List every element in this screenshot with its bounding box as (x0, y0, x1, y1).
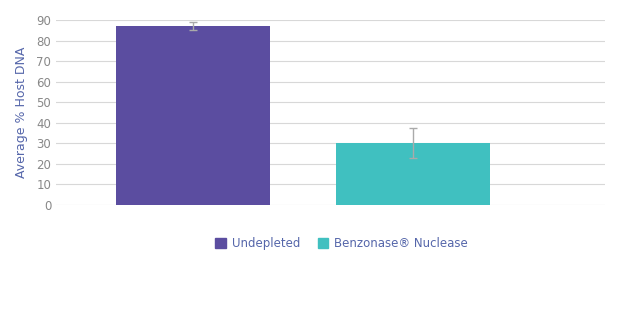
Bar (117, 26, 270, 205)
Legend: Undepleted, Benzonase® Nuclease: Undepleted, Benzonase® Nuclease (210, 232, 472, 255)
Bar (336, 143, 490, 205)
Y-axis label: Average % Host DNA: Average % Host DNA (15, 47, 28, 178)
